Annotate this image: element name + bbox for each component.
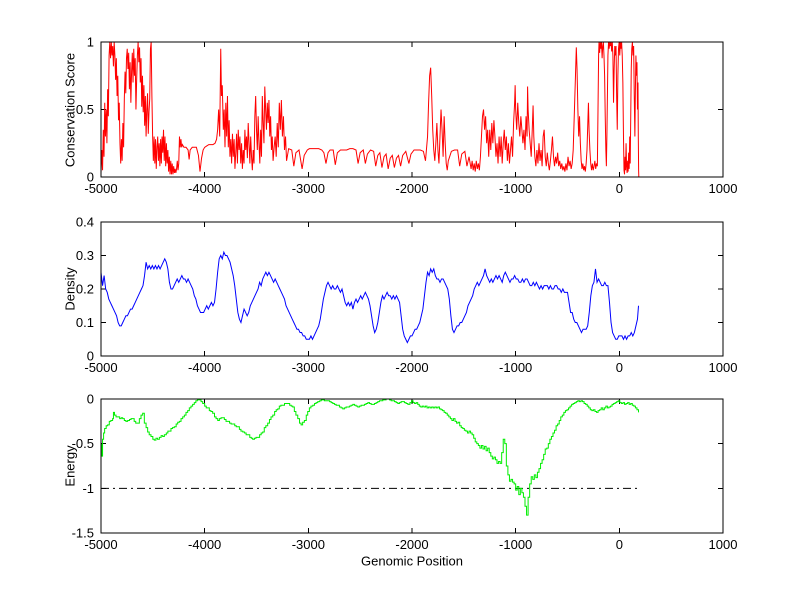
x-tick-label: -3000: [292, 537, 325, 552]
x-tick-label: -3000: [292, 360, 325, 375]
x-tick-label: -2000: [395, 181, 428, 196]
x-tick-label: -4000: [188, 360, 221, 375]
x-tick-label: -4000: [188, 181, 221, 196]
x-tick-label: 0: [616, 181, 623, 196]
plot-box: [100, 41, 724, 178]
y-tick-label: 0: [87, 170, 94, 185]
y-tick-label: 0.1: [76, 315, 94, 330]
x-tick-label: -2000: [395, 537, 428, 552]
y-tick-label: 0.4: [76, 215, 94, 230]
conservation-score-series-line: [100, 41, 640, 178]
x-tick-label: -3000: [292, 181, 325, 196]
x-tick-label: -2000: [395, 360, 428, 375]
x-tick-label: -1000: [499, 537, 532, 552]
x-tick-label: -1000: [499, 360, 532, 375]
energy-series-line: [101, 398, 640, 516]
x-tick-label: 0: [616, 360, 623, 375]
y-tick-label: -0.5: [72, 436, 94, 451]
y-tick-label: 1: [87, 35, 94, 50]
y-tick-label: 0: [87, 392, 94, 407]
x-tick-label: 1000: [709, 360, 738, 375]
x-axis-label-genomic-position: Genomic Position: [361, 553, 463, 569]
y-tick-label: -1.5: [72, 526, 94, 541]
chart-energy: -5000 -4000 -3000 -2000 -1000 0 1000 -1.5 -1 -0.5…: [72, 392, 738, 553]
y-tick-label: 0.5: [76, 102, 94, 117]
x-tick-label: -4000: [188, 537, 221, 552]
chart-density: -5000 -4000 -3000 -2000 -1000 0 1000 0 0.1 0.2 0.3…: [76, 215, 738, 376]
density-series-line: [100, 250, 640, 344]
x-tick-label: -1000: [499, 181, 532, 196]
plot-box: [100, 221, 724, 357]
x-tick-label: 1000: [709, 181, 738, 196]
x-tick-label: 0: [616, 537, 623, 552]
y-tick-label: 0.2: [76, 282, 94, 297]
y-tick-label: 0: [87, 349, 94, 364]
x-tick-label: -5000: [84, 360, 117, 375]
y-axis-label-conservation-score: Conservation Score: [62, 52, 78, 168]
x-tick-label: -5000: [84, 537, 117, 552]
y-axis-label-density: Density: [62, 267, 78, 311]
y-tick-label: 0.3: [76, 248, 94, 263]
x-tick-label: 1000: [709, 537, 738, 552]
y-axis-label-energy: Energy: [62, 445, 78, 487]
plot-box: [100, 398, 724, 534]
x-tick-label: -5000: [84, 181, 117, 196]
y-tick-label: -1: [82, 481, 94, 496]
chart-conservation-score: -5000 -4000 -3000 -2000 -1000 0 1000 0 0.5 1: [76, 35, 738, 197]
